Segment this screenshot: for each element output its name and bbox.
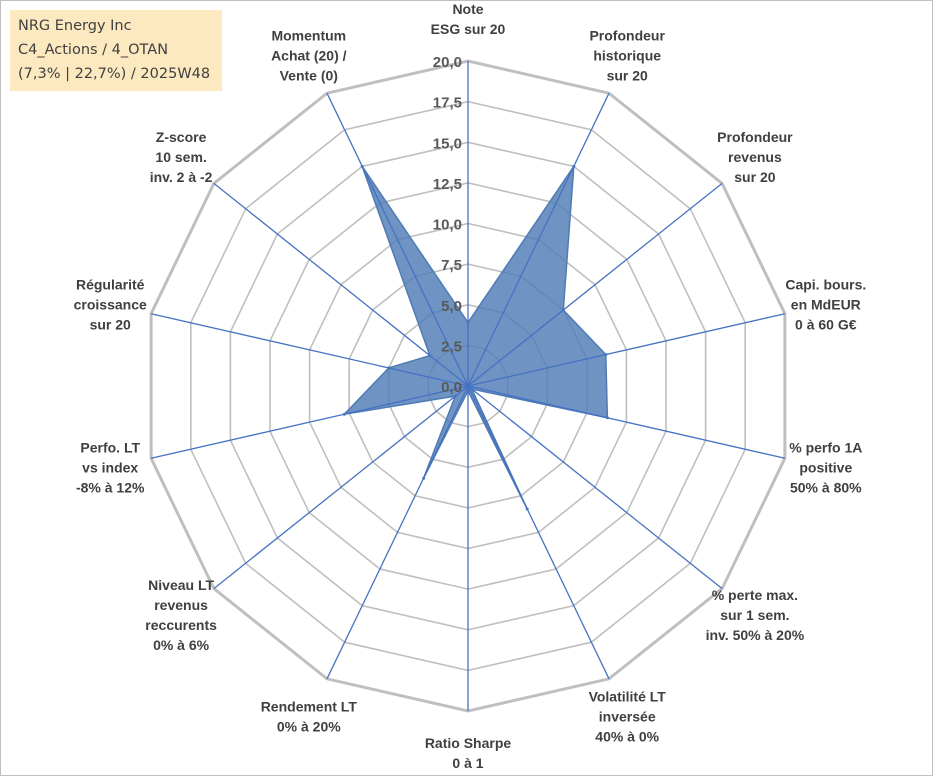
spoke-6 [467,385,610,680]
axis-label-6-line-1: inversée [599,709,656,725]
series-area [342,163,609,510]
axis-label-5-line-1: sur 1 sem. [720,607,789,623]
axis-label-10-line-0: Perfo. LT [80,440,140,456]
axis-label-12-line-2: inv. 2 à -2 [150,169,213,185]
axis-label-10: Perfo. LT vs index -8% à 12% [76,440,145,496]
axis-label-1-line-2: sur 20 [607,67,648,83]
axis-label-1: Profondeur historique sur 20 [589,27,665,83]
company-name: NRG Energy Inc [18,18,132,34]
axis-label-3-line-1: en MdEUR [791,296,861,312]
radar-tick-labels: 0,0 2,5 5,0 7,5 10,0 12,5 15,0 17,5 20,0 [433,54,462,396]
axis-label-5-line-2: inv. 50% à 20% [706,627,805,643]
axis-label-3-line-0: Capi. bours. [785,276,866,292]
axis-label-12-line-1: 10 sem. [155,149,206,165]
spoke-9 [213,385,469,590]
axis-label-12: Z-score 10 sem. inv. 2 à -2 [150,129,213,185]
stock-info-box: NRG Energy Inc C4_Actions / 4_OTAN (7,3%… [10,10,222,91]
axis-label-12-line-0: Z-score [156,129,207,145]
axis-label-4-line-1: positive [799,460,852,476]
axis-label-8-line-1: 0% à 20% [277,719,341,735]
axis-label-10-line-1: vs index [82,460,138,476]
r-tick-label-2: 5,0 [441,298,462,315]
stats-and-week: (7,3% | 22,7%) / 2025W48 [18,66,211,82]
axis-label-9-line-0: Niveau LT [148,577,214,593]
axis-label-10-line-2: -8% à 12% [76,480,145,496]
axis-label-6: Volatilité LT inversée 40% à 0% [589,689,667,745]
r-tick-label-5: 12,5 [433,176,462,193]
r-tick-label-7: 17,5 [433,95,462,112]
axis-label-0-line-0: Note [452,1,483,17]
axis-label-2-line-0: Profondeur [717,129,793,145]
spoke-13 [326,92,469,387]
axis-label-1-line-1: historique [593,47,661,63]
axis-label-0: Note ESG sur 20 [431,1,506,37]
axis-label-4: % perfo 1A positive 50% à 80% [789,440,862,496]
axis-label-3-line-2: 0 à 60 G€ [795,316,857,332]
spoke-8 [326,385,469,680]
axis-label-3: Capi. bours. en MdEUR 0 à 60 G€ [785,276,866,332]
axis-label-6-line-0: Volatilité LT [589,689,667,705]
axis-label-8-line-0: Rendement LT [261,699,358,715]
spoke-5 [467,385,723,590]
r-tick-label-4: 10,0 [433,217,462,234]
axis-label-7-line-0: Ratio Sharpe [425,735,512,751]
axis-label-4-line-0: % perfo 1A [789,440,862,456]
spoke-12 [213,182,469,387]
spoke-1 [467,92,610,387]
axis-label-7-line-1: 0 à 1 [452,755,483,771]
radar-axis-labels: Note ESG sur 20 Profondeur historique sur 20… [74,1,867,771]
axis-label-6-line-2: 40% à 0% [595,729,659,745]
axis-label-13-line-0: Momentum [271,27,346,43]
portfolio-category: C4_Actions / 4_OTAN [18,42,169,58]
spoke-4 [467,385,786,459]
axis-label-11: Régularité croissance sur 20 [74,276,147,332]
axis-label-0-line-1: ESG sur 20 [431,21,506,37]
axis-label-9: Niveau LT revenus reccurents 0% à 6% [145,577,217,653]
r-tick-label-6: 15,0 [433,135,462,152]
axis-label-13-line-1: Achat (20) / [271,47,347,63]
r-tick-label-8: 20,0 [433,54,462,71]
spoke-11 [150,313,469,387]
axis-label-11-line-2: sur 20 [90,316,131,332]
axis-label-4-line-2: 50% à 80% [790,480,862,496]
axis-label-7: Ratio Sharpe 0 à 1 [425,735,512,771]
axis-label-2-line-1: revenus [728,149,782,165]
r-tick-label-0: 0,0 [441,379,462,396]
axis-label-13: Momentum Achat (20) / Vente (0) [271,27,347,83]
axis-label-1-line-0: Profondeur [589,27,665,43]
radar-series [342,163,609,511]
axis-label-5: % perte max. sur 1 sem. inv. 50% à 20% [706,587,805,643]
axis-label-9-line-2: reccurents [145,617,217,633]
spoke-2 [467,182,723,387]
axis-label-9-line-1: revenus [154,597,208,613]
axis-label-2-line-2: sur 20 [734,169,775,185]
axis-label-9-line-3: 0% à 6% [153,637,210,653]
spoke-10 [150,385,469,459]
axis-label-11-line-1: croissance [74,296,147,312]
r-tick-label-1: 2,5 [441,338,462,355]
spoke-3 [467,313,786,387]
radar-spokes [150,61,786,711]
r-tick-label-3: 7,5 [441,257,462,274]
axis-label-5-line-0: % perte max. [712,587,798,603]
axis-label-8: Rendement LT 0% à 20% [261,699,358,735]
axis-label-13-line-2: Vente (0) [280,67,338,83]
axis-label-11-line-0: Régularité [76,276,145,292]
axis-label-2: Profondeur revenus sur 20 [717,129,793,185]
